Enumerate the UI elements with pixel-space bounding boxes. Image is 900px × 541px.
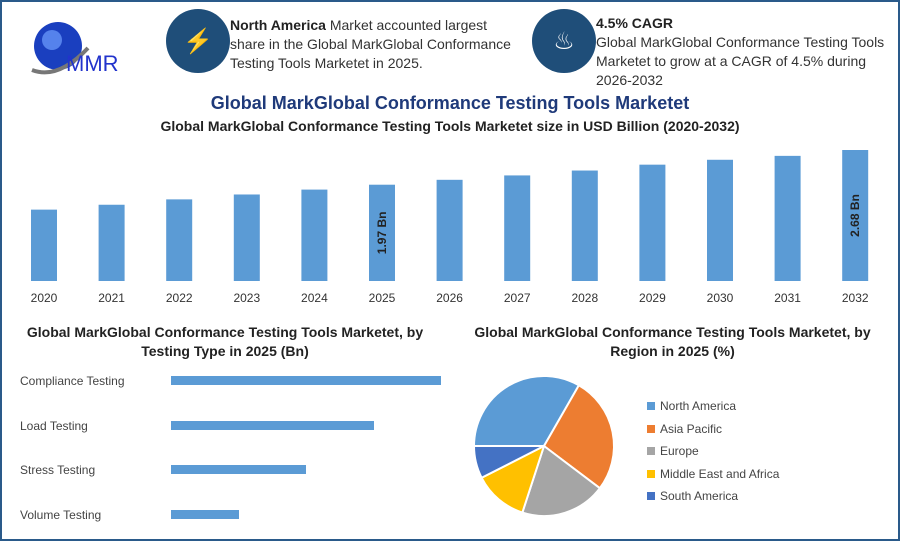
bar-2021: [98, 204, 125, 281]
lightning-icon: ⚡: [166, 9, 230, 73]
bar-2029: [639, 164, 666, 281]
data-label: 1.97 Bn: [375, 212, 389, 255]
legend-item: Europe: [647, 440, 779, 463]
bar-2031: [774, 155, 801, 281]
svg-text:MMR: MMR: [66, 51, 119, 76]
info-cagr: 4.5% CAGR Global MarkGlobal Conformance T…: [596, 15, 885, 88]
pie-chart-title: Global MarkGlobal Conformance Testing To…: [474, 324, 871, 359]
mmr-logo: MMR: [31, 22, 119, 76]
pie-legend: North America Asia Pacific Europe Middle Ea…: [647, 395, 779, 508]
x-tick-label: 2030: [707, 291, 734, 305]
bar-2023: [233, 194, 260, 281]
x-tick-label: 2027: [504, 291, 531, 305]
hbar-chart-title: Global MarkGlobal Conformance Testing To…: [26, 324, 424, 359]
pie-slice-asia-pacific: [542, 383, 615, 490]
legend-label: Middle East and Africa: [660, 466, 780, 481]
pie-chart: [472, 375, 615, 517]
legend-swatch: [647, 424, 655, 433]
bar-2026: [436, 179, 463, 281]
bar-chart-title: Global MarkGlobal Conformance Testing To…: [160, 118, 740, 134]
bar-2025: [369, 184, 395, 281]
legend-swatch: [647, 402, 655, 411]
x-tick-label: 2028: [571, 291, 598, 305]
bar-2028: [571, 170, 598, 281]
pie-slice-south-america: [472, 445, 545, 480]
legend-label: Asia Pacific: [660, 421, 723, 436]
hbar-label: Volume Testing: [20, 508, 102, 523]
pie-slice-europe: [521, 444, 602, 517]
hbar-compliance-testing: [171, 376, 441, 385]
x-tick-label: 2032: [842, 291, 869, 305]
legend-item: Middle East and Africa: [647, 463, 779, 486]
bar-2032: [842, 150, 869, 281]
hbar-stress-testing: [171, 465, 306, 475]
bar-2030: [707, 159, 733, 281]
info-north-america: North America Market accounted largest s…: [230, 17, 511, 71]
x-tick-label: 2026: [436, 291, 463, 305]
legend-swatch: [647, 447, 655, 456]
legend-label: Europe: [660, 444, 699, 459]
x-tick-label: 2023: [233, 291, 260, 305]
page-title: Global MarkGlobal Conformance Testing To…: [210, 93, 690, 113]
bar-2020: [31, 209, 57, 281]
pie-slice-north-america: [472, 375, 581, 447]
legend-label: South America: [660, 489, 739, 504]
bar-chart: 2020 2021 2022 2023 2024 2025 1.97 Bn 2026 2027 2…: [31, 150, 869, 305]
x-tick-label: 2025: [369, 291, 396, 305]
bar-2022: [166, 199, 193, 281]
legend-item: Asia Pacific: [647, 418, 779, 441]
x-tick-label: 2031: [774, 291, 801, 305]
hbar-label: Load Testing: [20, 418, 88, 433]
legend-swatch: [647, 492, 655, 501]
legend-item: North America: [647, 395, 779, 418]
hbar-volume-testing: [171, 510, 239, 520]
legend-swatch: [647, 469, 655, 478]
x-tick-label: 2021: [98, 291, 125, 305]
bar-2024: [301, 189, 328, 281]
legend-label: North America: [660, 399, 737, 414]
x-tick-label: 2022: [166, 291, 193, 305]
x-tick-label: 2020: [31, 291, 58, 305]
legend-item: South America: [647, 485, 779, 508]
hbar-label: Compliance Testing: [20, 374, 125, 388]
bar-2027: [504, 175, 531, 281]
x-tick-label: 2029: [639, 291, 666, 305]
flame-icon: ♨: [532, 9, 596, 73]
data-label: 2.68 Bn: [848, 194, 862, 237]
hbar-label: Stress Testing: [20, 463, 96, 478]
x-tick-label: 2024: [301, 291, 328, 305]
hbar-load-testing: [171, 420, 374, 430]
